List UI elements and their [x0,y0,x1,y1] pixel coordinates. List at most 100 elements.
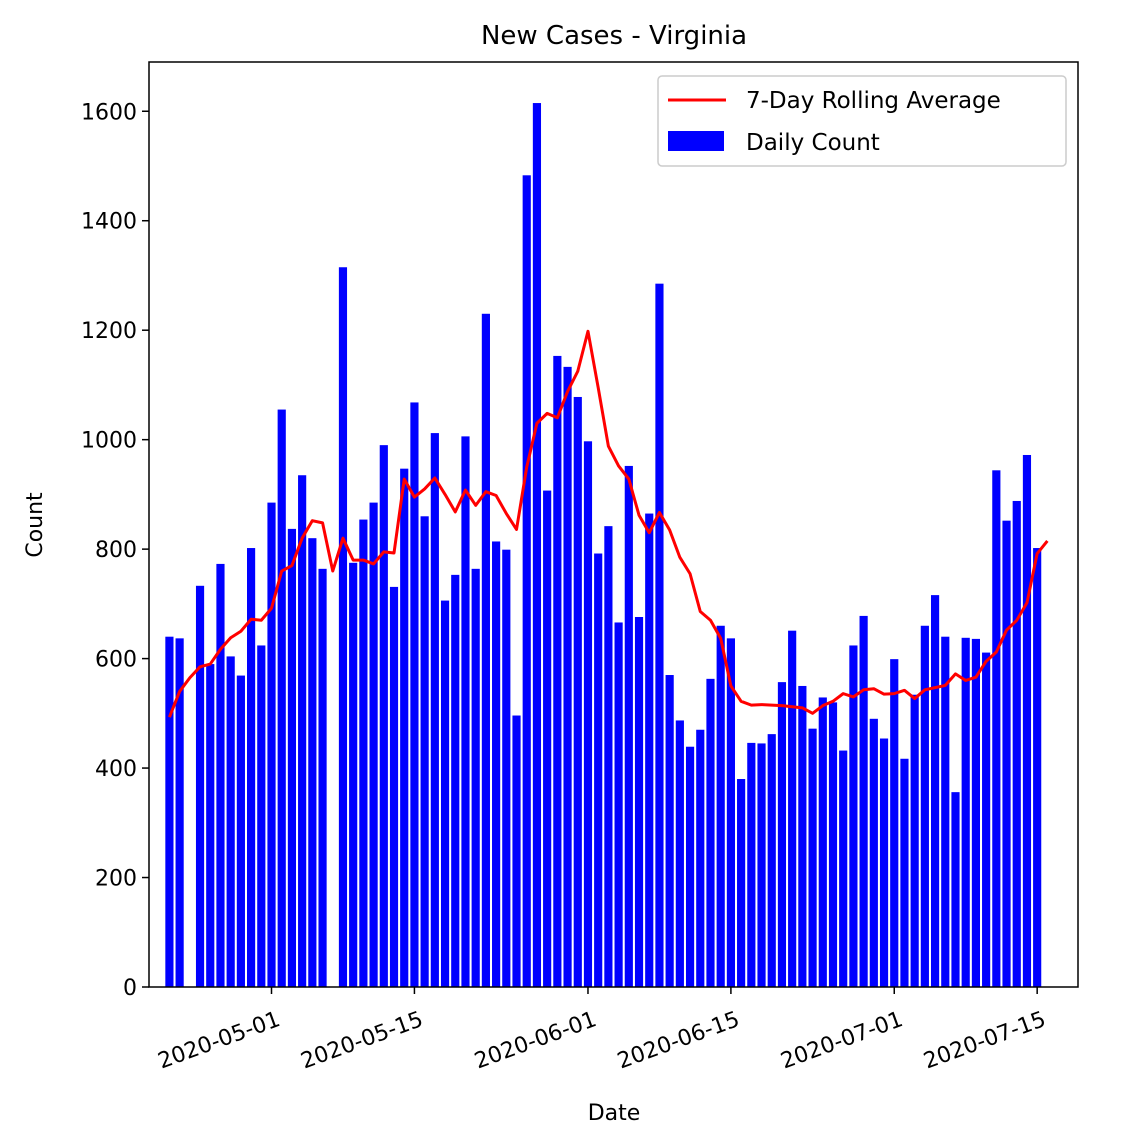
bar-daily-count [583,441,593,987]
bar-daily-count [890,659,899,987]
bar-daily-count [563,366,572,987]
bar-daily-count [410,402,419,987]
bar-daily-count [236,675,245,987]
bar-daily-count [257,645,266,987]
bar-daily-count [747,742,756,987]
bar-daily-count [706,678,715,987]
bar-daily-count [726,638,735,987]
bar-daily-count [808,728,817,987]
y-axis: 0 200 400 600 800 1000 1200 1400 1600 [81,100,149,1001]
bar-daily-count [634,617,644,987]
bar-daily-count [941,636,950,987]
y-tick-label: 1400 [81,210,137,235]
bar-daily-count [685,746,695,987]
bar-daily-count [573,396,582,988]
bar-daily-count [675,720,684,987]
y-tick-label: 0 [123,976,137,1001]
bar-daily-count [1033,548,1042,987]
y-tick-label: 600 [95,648,137,673]
bar-daily-count [175,638,184,987]
bar-daily-count [379,445,388,987]
bar-daily-count [696,729,705,987]
bar-daily-count [828,702,838,987]
bar-daily-count [645,513,654,987]
bar-daily-count [338,267,348,987]
y-tick-label: 1200 [81,319,137,344]
line-series-rolling-average [168,329,1049,718]
bar-daily-count [471,568,480,987]
bar-daily-count [389,586,399,987]
bar-daily-count [1022,454,1032,987]
bar-daily-count [195,585,205,987]
bar-daily-count [369,502,378,987]
bar-daily-count [971,638,980,987]
chart-title: New Cases - Virginia [481,21,747,51]
bar-daily-count [226,656,235,987]
bar-daily-count [767,734,776,987]
bar-daily-count [788,630,797,987]
y-tick-label: 1000 [81,429,137,454]
y-tick-label: 400 [95,757,137,782]
bar-daily-count [920,625,929,987]
bar-daily-count [951,792,960,987]
bar-daily-count [532,103,542,988]
bar-daily-count [287,528,297,987]
bar-daily-count [165,636,174,987]
bar-daily-count [614,622,623,987]
bar-daily-count [277,409,286,987]
bar-daily-count [502,549,511,987]
bar-daily-count [430,433,439,988]
bar-daily-count [624,465,633,987]
bar-daily-count [992,470,1001,987]
bar-daily-count [716,625,725,987]
bar-daily-count [451,574,460,987]
bar-daily-count [604,526,613,987]
x-axis-label: Date [588,1101,641,1126]
y-tick-label: 200 [95,867,137,892]
bar-daily-count [777,682,787,987]
legend-bar-swatch [668,131,724,151]
bar-daily-count [1002,520,1011,987]
bar-daily-count [440,600,450,987]
bar-daily-count [553,355,562,987]
y-tick-label: 800 [95,538,137,563]
legend-box [657,75,1067,167]
bar-daily-count [318,568,327,987]
bar-series-daily-count [165,103,1042,988]
bar-daily-count [849,645,858,987]
bar-daily-count [869,718,878,987]
bar-daily-count [461,436,470,987]
bar-daily-count [665,675,674,987]
bar-daily-count [798,685,807,987]
bar-daily-count [961,637,970,987]
bar-daily-count [757,743,766,987]
bar-daily-count [308,538,317,987]
bar-daily-count [481,313,490,987]
bar-daily-count [930,595,940,987]
bar-daily-count [400,468,409,987]
bar-daily-count [594,553,603,987]
axes-frame [148,61,1079,988]
bar-daily-count [859,615,868,987]
bar-daily-count [298,475,307,987]
bar-daily-count [910,694,919,987]
bar-daily-count [737,779,746,987]
bar-daily-count [900,758,909,987]
bar-daily-count [655,283,664,987]
bar-daily-count [512,715,521,987]
legend-entry-daily-count: Daily Count [746,130,880,156]
bar-daily-count [879,738,889,987]
bar-daily-count [247,548,256,987]
bar-daily-count [492,541,501,987]
y-axis-label: Count [23,492,48,558]
bar-daily-count [216,563,225,987]
bar-daily-count [267,502,276,987]
legend: 7-Day Rolling Average Daily Count [657,75,1067,167]
bar-daily-count [420,516,429,987]
bar-daily-count [206,664,215,987]
legend-entry-rolling-average: 7-Day Rolling Average [746,88,1001,114]
bar-daily-count [982,652,991,987]
bar-daily-count [839,750,848,987]
bar-daily-count [522,175,531,988]
